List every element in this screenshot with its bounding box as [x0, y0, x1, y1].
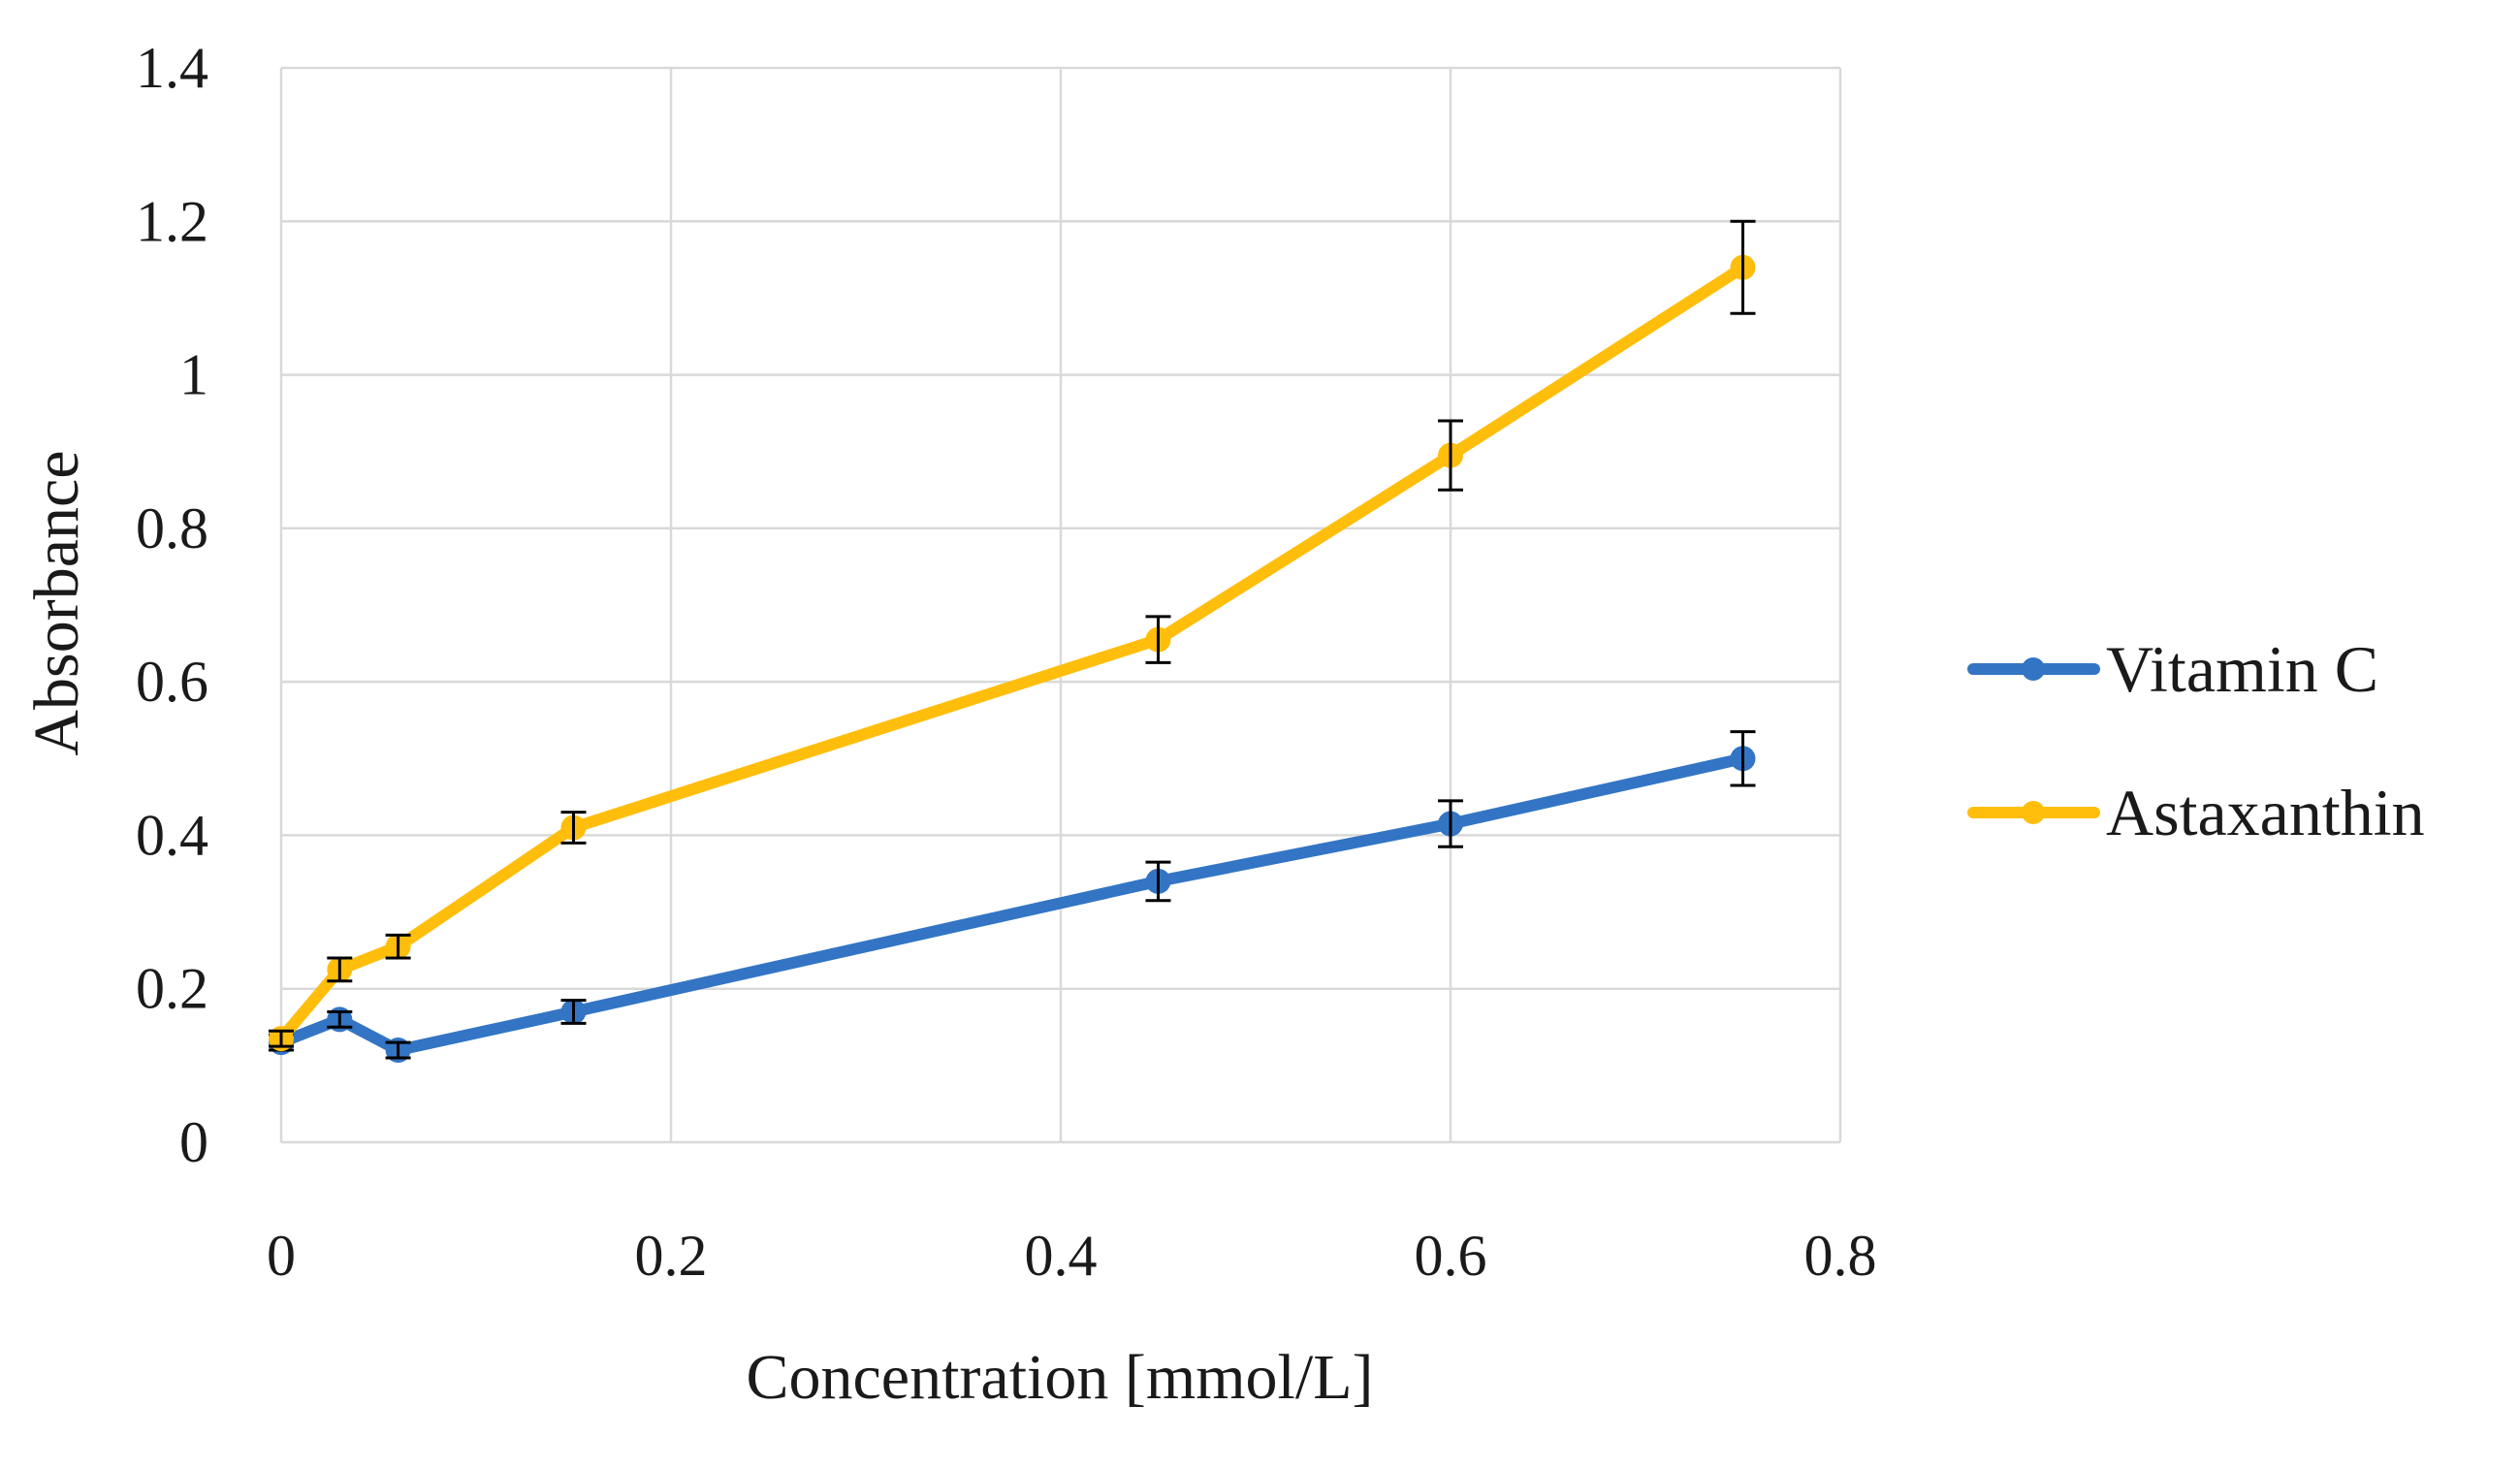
y-tick-label: 1.2 — [136, 189, 208, 253]
x-axis-title: Concentration [mmol/L] — [746, 1342, 1373, 1413]
gridlines — [279, 66, 1842, 1144]
y-tick-label: 0.8 — [136, 496, 208, 560]
y-tick-label: 1 — [179, 343, 208, 407]
y-tick-label: 0.6 — [136, 650, 208, 714]
y-axis-ticks: 0 0.2 0.4 0.6 0.8 1 1.2 1.4 — [136, 36, 208, 1174]
legend-label: Vitamin C — [2106, 632, 2378, 706]
series-vitamin-c — [269, 730, 1756, 1064]
legend-swatch-marker — [2022, 657, 2045, 681]
series-line — [275, 752, 1749, 1056]
x-tick-label: 0.2 — [635, 1224, 708, 1288]
legend-swatch-marker — [2022, 801, 2045, 824]
legend-item: Astaxanthin — [1967, 776, 2425, 849]
legend-item: Vitamin C — [1967, 632, 2378, 706]
x-tick-label: 0.4 — [1025, 1224, 1098, 1288]
legend-label: Astaxanthin — [2106, 776, 2425, 849]
x-tick-label: 0 — [267, 1224, 296, 1288]
x-tick-label: 0.8 — [1804, 1224, 1877, 1288]
series-line — [275, 261, 1749, 1045]
y-tick-label: 1.4 — [136, 36, 208, 100]
x-axis-ticks: 0 0.2 0.4 0.6 0.8 — [267, 1224, 1877, 1288]
series-astaxanthin — [269, 219, 1756, 1052]
y-tick-label: 0 — [179, 1110, 208, 1174]
y-tick-label: 0.2 — [136, 957, 208, 1021]
legend: Vitamin C Astaxanthin — [1967, 632, 2425, 849]
x-tick-label: 0.6 — [1415, 1224, 1487, 1288]
series-layer — [269, 219, 1756, 1064]
y-tick-label: 0.4 — [136, 803, 208, 867]
y-axis-title: Absorbance — [21, 450, 92, 755]
